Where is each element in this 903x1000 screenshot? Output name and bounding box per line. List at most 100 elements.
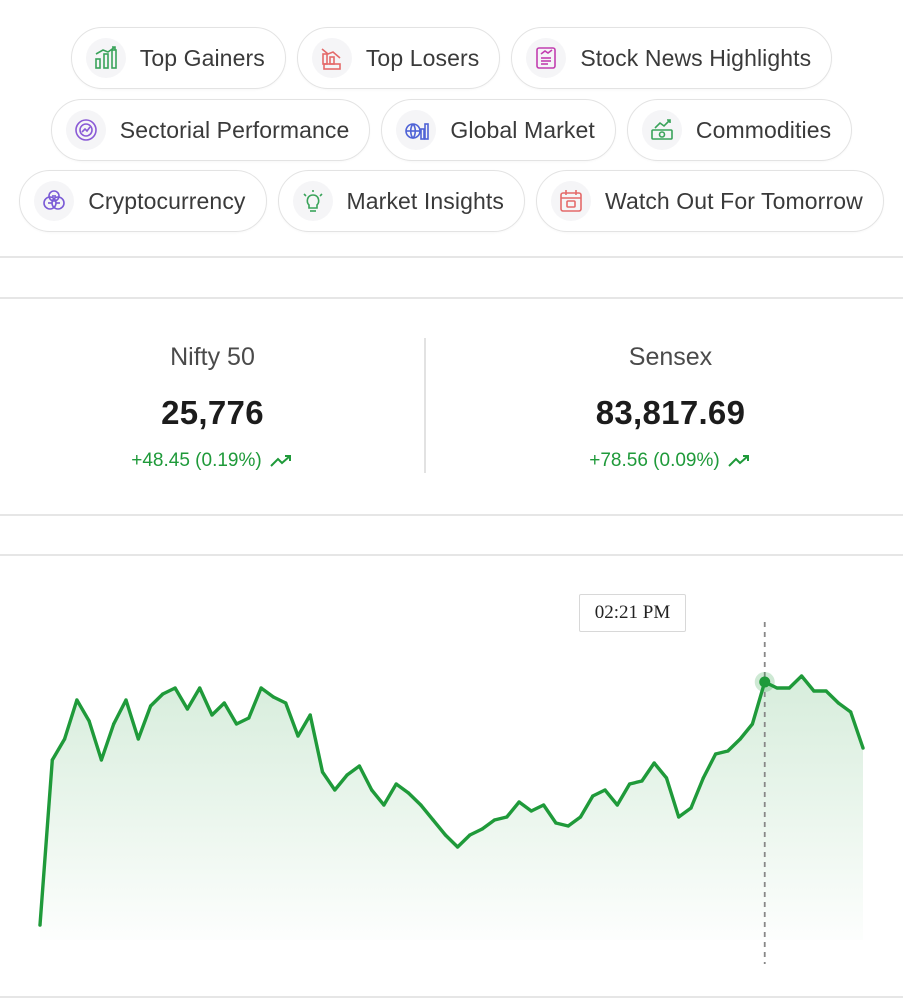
chip-commodities[interactable]: Commodities: [626, 99, 853, 161]
intraday-chart[interactable]: [0, 580, 903, 980]
chart-point: [640, 779, 644, 783]
chart-point: [370, 788, 374, 792]
chart-point: [222, 701, 226, 705]
news-icon: [526, 38, 567, 78]
chip-label: Top Gainers: [139, 44, 265, 71]
chart-point: [173, 686, 177, 690]
nav-row-3: Cryptocurrency Market Insights Watch Out…: [0, 170, 903, 232]
chart-point: [714, 752, 718, 756]
chip-global-market[interactable]: Global Market: [381, 99, 616, 161]
chip-label: Cryptocurrency: [88, 187, 246, 214]
chart-point: [99, 758, 103, 762]
index-name: Sensex: [628, 343, 713, 371]
chart-point: [210, 713, 214, 717]
chart-point: [750, 722, 755, 726]
chart-point: [259, 686, 263, 690]
chart-point: [554, 821, 558, 825]
sector-pie-icon: [65, 110, 106, 150]
chart-point: [333, 788, 337, 792]
chart-point: [75, 698, 79, 702]
chip-label: Market Insights: [346, 187, 504, 214]
chart-series-line: [38, 674, 865, 927]
tooltip-time: 02:21 PM: [594, 602, 671, 623]
chart-point: [836, 701, 841, 705]
chart-point: [812, 689, 816, 693]
chip-top-gainers[interactable]: Top Gainers: [70, 27, 286, 89]
chart-point: [124, 698, 128, 702]
chart-point: [431, 818, 435, 822]
chart-point: [480, 827, 484, 831]
chart-point: [38, 923, 42, 927]
chip-sectorial-performance[interactable]: Sectorial Performance: [50, 99, 371, 161]
chart-point: [628, 782, 632, 786]
chip-top-losers[interactable]: Top Losers: [296, 27, 501, 89]
chart-point: [320, 770, 325, 774]
crypto-coins-icon: [34, 181, 75, 221]
chip-label: Commodities: [695, 116, 832, 143]
chart-area-fill: [40, 676, 863, 940]
chart-point: [492, 818, 497, 822]
chart-point: [406, 791, 411, 795]
chip-stock-news-highlights[interactable]: Stock News Highlights: [511, 27, 833, 89]
chart-point: [578, 815, 583, 819]
chart-point: [738, 737, 742, 741]
index-card-nifty[interactable]: Nifty 50 25,776 +48.45 (0.19%): [0, 338, 425, 473]
chart-point: [615, 803, 619, 807]
chip-label: Stock News Highlights: [580, 44, 812, 71]
index-change: +78.56 (0.09%): [589, 450, 751, 472]
chip-market-insights[interactable]: Market Insights: [277, 170, 525, 232]
chart-point: [198, 686, 202, 690]
highlight-point: [759, 676, 771, 688]
chart-point: [800, 674, 804, 678]
chart-point: [861, 746, 865, 750]
chart-point: [664, 776, 669, 780]
chart-point: [701, 776, 705, 780]
chart-point: [149, 704, 153, 708]
index-value: 83,817.69: [595, 394, 746, 431]
chart-point: [677, 815, 681, 819]
chart-point: [63, 737, 67, 741]
chart-point: [787, 686, 791, 690]
divider: [0, 256, 903, 258]
top-losers-icon: [311, 38, 352, 78]
chart-point: [689, 806, 693, 810]
chart-point: [357, 764, 361, 768]
chart-point: [234, 722, 239, 726]
chip-label: Global Market: [450, 116, 595, 143]
index-change-text: +48.45 (0.19%): [131, 450, 262, 471]
index-value: 25,776: [161, 394, 264, 431]
nav-row-1: Top Gainers Top Losers Stock News Highli…: [0, 27, 903, 89]
divider: [0, 514, 903, 516]
chart-point: [382, 803, 386, 807]
chart-point: [542, 803, 546, 807]
chart-point: [824, 689, 828, 693]
chart-point: [456, 845, 460, 849]
index-change-text: +78.56 (0.09%): [589, 450, 720, 471]
chart-point: [726, 749, 730, 753]
chart-point: [603, 788, 607, 792]
chart-point: [271, 695, 275, 699]
calendar-icon: [550, 181, 591, 221]
index-card-sensex[interactable]: Sensex 83,817.69 +78.56 (0.09%): [458, 338, 883, 473]
chart-point: [849, 710, 853, 714]
chart-point: [112, 722, 116, 726]
chart-point: [284, 701, 288, 705]
chip-label: Sectorial Performance: [119, 116, 350, 143]
chart-point: [394, 782, 398, 786]
commodities-icon: [641, 110, 682, 150]
chart-point: [529, 809, 533, 813]
chart-point: [517, 800, 521, 804]
chart-point: [345, 773, 349, 777]
chip-cryptocurrency[interactable]: Cryptocurrency: [19, 170, 267, 232]
chart-point: [566, 824, 570, 828]
chart-point: [296, 734, 300, 738]
index-name: Nifty 50: [170, 343, 255, 371]
chart-point: [775, 686, 779, 690]
chart-point: [136, 737, 140, 741]
chip-watch-out-for-tomorrow[interactable]: Watch Out For Tomorrow: [535, 170, 884, 232]
divider: [0, 996, 903, 998]
chart-point: [87, 719, 91, 723]
divider: [0, 297, 903, 299]
divider: [0, 554, 903, 556]
trend-up-icon: [728, 455, 749, 467]
